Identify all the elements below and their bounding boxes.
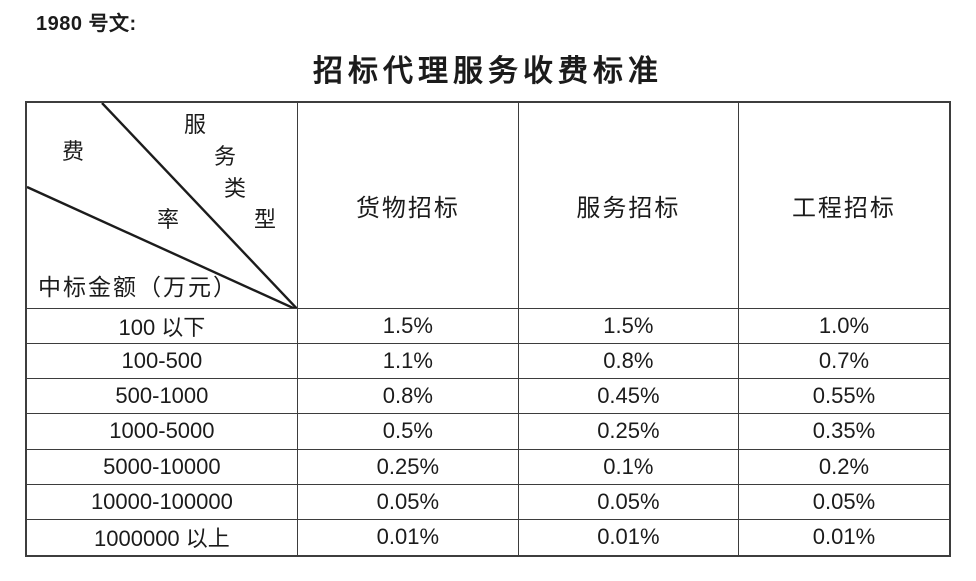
- fee-value: 0.2%: [738, 450, 949, 485]
- fee-value: 0.01%: [812, 524, 876, 550]
- corner-service-type-char: 服: [184, 113, 207, 138]
- row-label: 100-500: [27, 344, 298, 380]
- fee-value: 0.35%: [738, 414, 949, 450]
- fee-value: 0.05%: [518, 484, 739, 520]
- fee-value: 0.55%: [738, 379, 949, 415]
- fee-value: 0.5%: [297, 414, 519, 450]
- fee-value: 0.25%: [297, 449, 519, 485]
- corner-fee-rate-char: 费: [62, 140, 85, 165]
- fee-value: 1.5%: [297, 309, 519, 345]
- table-corner-cell: 服 务 类 型 费 率 中标金额（万元）: [27, 103, 298, 309]
- fee-value: 0.25%: [518, 414, 739, 450]
- corner-diagonal-lines: [27, 103, 297, 308]
- col-header-services: 服务招标: [518, 103, 739, 309]
- fee-value: 0.01%: [519, 519, 739, 555]
- corner-fee-rate-char: 率: [157, 208, 180, 233]
- fee-value: 0.05%: [738, 485, 949, 520]
- corner-service-type-char: 类: [224, 177, 247, 202]
- corner-amount-axis-label: 中标金额（万元）: [38, 275, 238, 301]
- corner-service-type-char: 务: [214, 145, 237, 170]
- fee-table: 服 务 类 型 费 率 中标金额（万元） 货物招标 服务招标 工程招标 100 …: [25, 101, 951, 557]
- fee-value: 1.5%: [518, 309, 739, 345]
- fee-value: 0.01%: [298, 519, 519, 555]
- col-header-goods: 货物招标: [297, 103, 519, 309]
- fee-value: 0.1%: [518, 449, 739, 485]
- fee-value: 0.45%: [518, 379, 739, 415]
- fee-value: 1.1%: [297, 344, 519, 380]
- fee-value: 0.8%: [518, 344, 739, 380]
- row-label: 1000000 以上: [27, 519, 298, 555]
- document-ref: 1980 号文:: [36, 13, 137, 35]
- corner-service-type-char: 型: [254, 208, 277, 233]
- row-label: 10000-100000: [27, 484, 298, 520]
- fee-value: 0.05%: [297, 484, 519, 520]
- row-label: 5000-10000: [27, 449, 298, 485]
- row-label: 1000-5000: [27, 414, 298, 450]
- row-label: 100 以下: [27, 309, 298, 345]
- col-header-works: 工程招标: [738, 103, 949, 309]
- fee-value: 0.8%: [297, 379, 519, 415]
- row-label: 500-1000: [27, 379, 298, 415]
- fee-value: 1.0%: [738, 309, 949, 345]
- page-title: 招标代理服务收费标准: [313, 54, 663, 89]
- fee-value: 0.7%: [738, 344, 949, 380]
